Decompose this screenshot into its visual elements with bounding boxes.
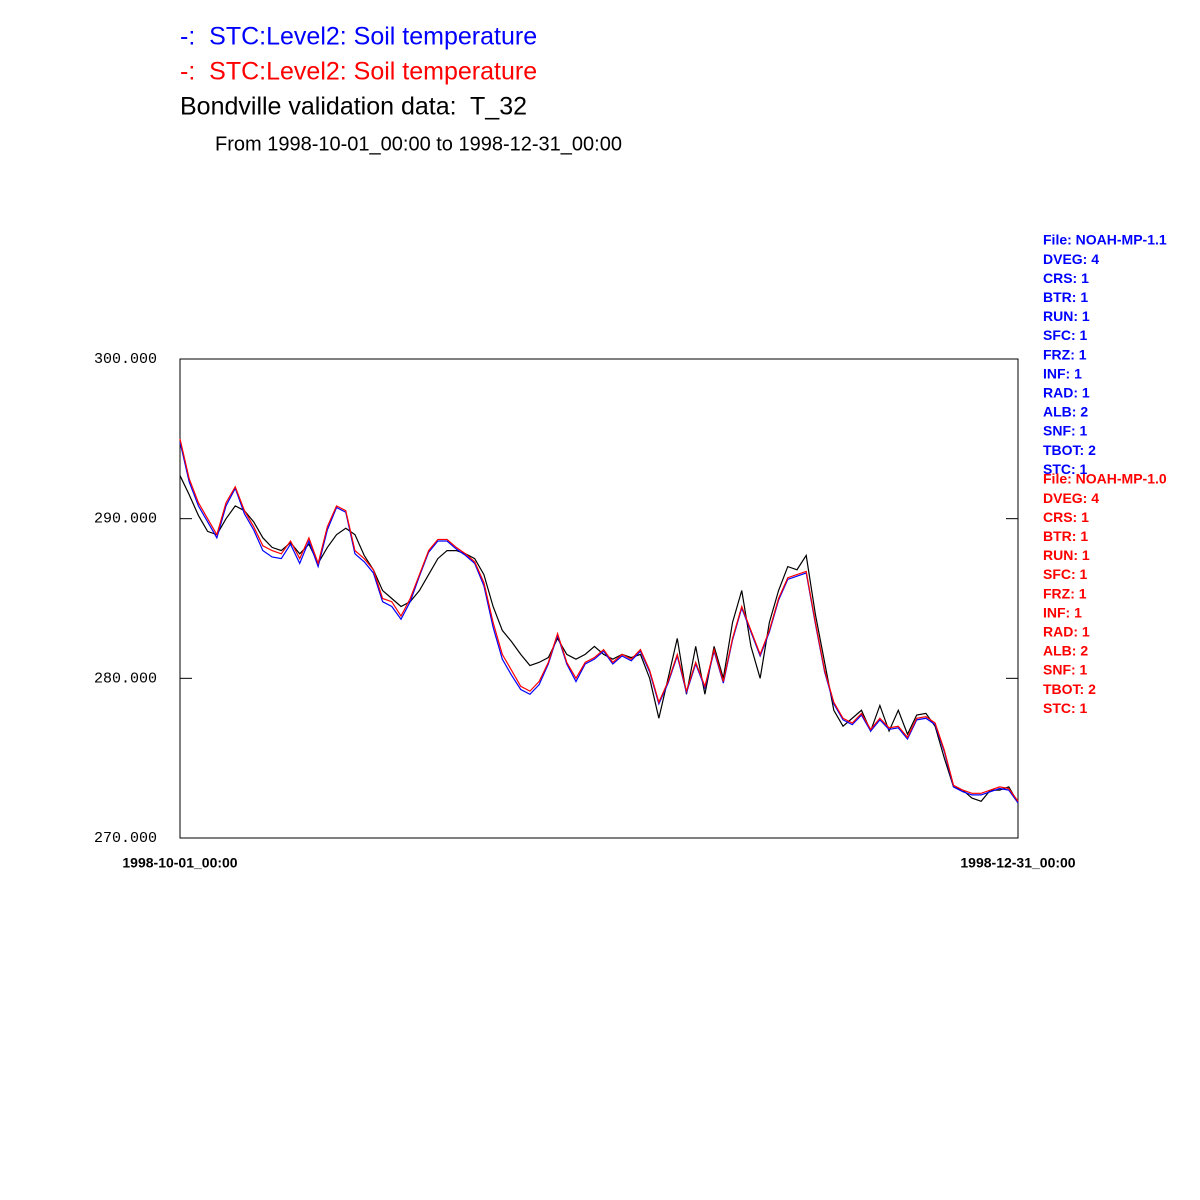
info-text: ALB: 2 [1043,404,1088,420]
info-text: DVEG: 4 [1043,490,1099,506]
x-tick-label: 1998-12-31_00:00 [960,855,1075,871]
y-tick-label: 290.000 [94,511,157,528]
info-text: STC: 1 [1043,700,1088,716]
series-title: Bondville validation data: T_32 [180,93,527,121]
info-text: DVEG: 4 [1043,251,1099,267]
info-text: SNF: 1 [1043,423,1088,439]
info-text: BTR: 1 [1043,528,1088,544]
info-text: FRZ: 1 [1043,346,1087,362]
series-line [179,441,1019,804]
y-tick-label: 280.000 [94,670,157,687]
info-text: RUN: 1 [1043,547,1090,563]
x-tick-label: 1998-10-01_00:00 [122,855,237,871]
info-text: RAD: 1 [1043,385,1090,401]
info-text: SFC: 1 [1043,327,1088,343]
info-text: RUN: 1 [1043,308,1090,324]
info-text: STC: 1 [1043,461,1088,477]
info-text: CRS: 1 [1043,270,1089,286]
info-text: CRS: 1 [1043,509,1089,525]
series-title: -: STC:Level2: Soil temperature [180,58,537,86]
chart-subtitle: From 1998-10-01_00:00 to 1998-12-31_00:0… [215,133,622,155]
y-tick-label: 270.000 [94,830,157,847]
info-text: RAD: 1 [1043,624,1090,640]
series-title: -: STC:Level2: Soil temperature [180,23,537,51]
info-text: ALB: 2 [1043,643,1088,659]
info-text: TBOT: 2 [1043,681,1096,697]
info-text: TBOT: 2 [1043,442,1096,458]
plot-frame [179,358,1019,839]
series-line [179,438,1019,802]
info-text: INF: 1 [1043,365,1082,381]
info-text: FRZ: 1 [1043,585,1087,601]
info-text: File: NOAH-MP-1.1 [1043,232,1167,248]
info-text: SNF: 1 [1043,662,1088,678]
y-tick-label: 300.000 [94,351,157,368]
info-text: SFC: 1 [1043,566,1088,582]
info-text: File: NOAH-MP-1.0 [1043,471,1167,487]
info-text: INF: 1 [1043,604,1082,620]
info-text: BTR: 1 [1043,289,1088,305]
